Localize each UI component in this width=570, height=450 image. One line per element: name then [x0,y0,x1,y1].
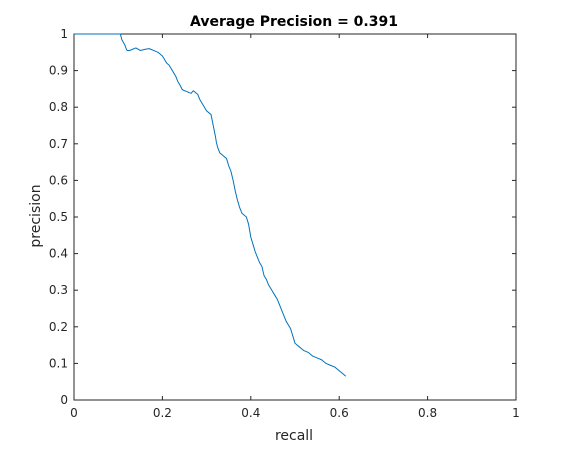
y-tick-label: 0.8 [49,100,68,114]
y-tick-label: 0.6 [49,173,68,187]
series-layer [74,33,347,377]
y-axis-label: precision [28,184,44,247]
tick-labels: 0 0.2 0.4 0.6 0.8 1 0 0.1 0.2 0.3 0.4 0.5 0.6 0.7 0.8 0… [49,27,520,420]
precision-recall-line [74,33,347,377]
y-tick-label: 0.4 [49,247,68,261]
plot-area [74,34,516,400]
y-tick-label: 0.2 [49,320,68,334]
y-tick-label: 1 [60,27,68,41]
plot-frame [73,33,517,401]
x-tick-label: 0.6 [330,406,349,420]
y-tick-label: 0 [60,393,68,407]
x-tick-label: 0 [70,406,78,420]
y-tick-label: 0.5 [49,210,68,224]
x-axis-label: recall [275,428,313,444]
x-tick-label: 0.8 [418,406,437,420]
x-tick-label: 0.2 [153,406,172,420]
y-tick-label: 0.3 [49,283,68,297]
y-tick-label: 0.1 [49,356,68,370]
chart-title: Average Precision = 0.391 [190,14,398,30]
y-tick-label: 0.7 [49,137,68,151]
y-tick-label: 0.9 [49,64,68,78]
x-tick-label: 1 [512,406,520,420]
x-tick-label: 0.4 [241,406,260,420]
